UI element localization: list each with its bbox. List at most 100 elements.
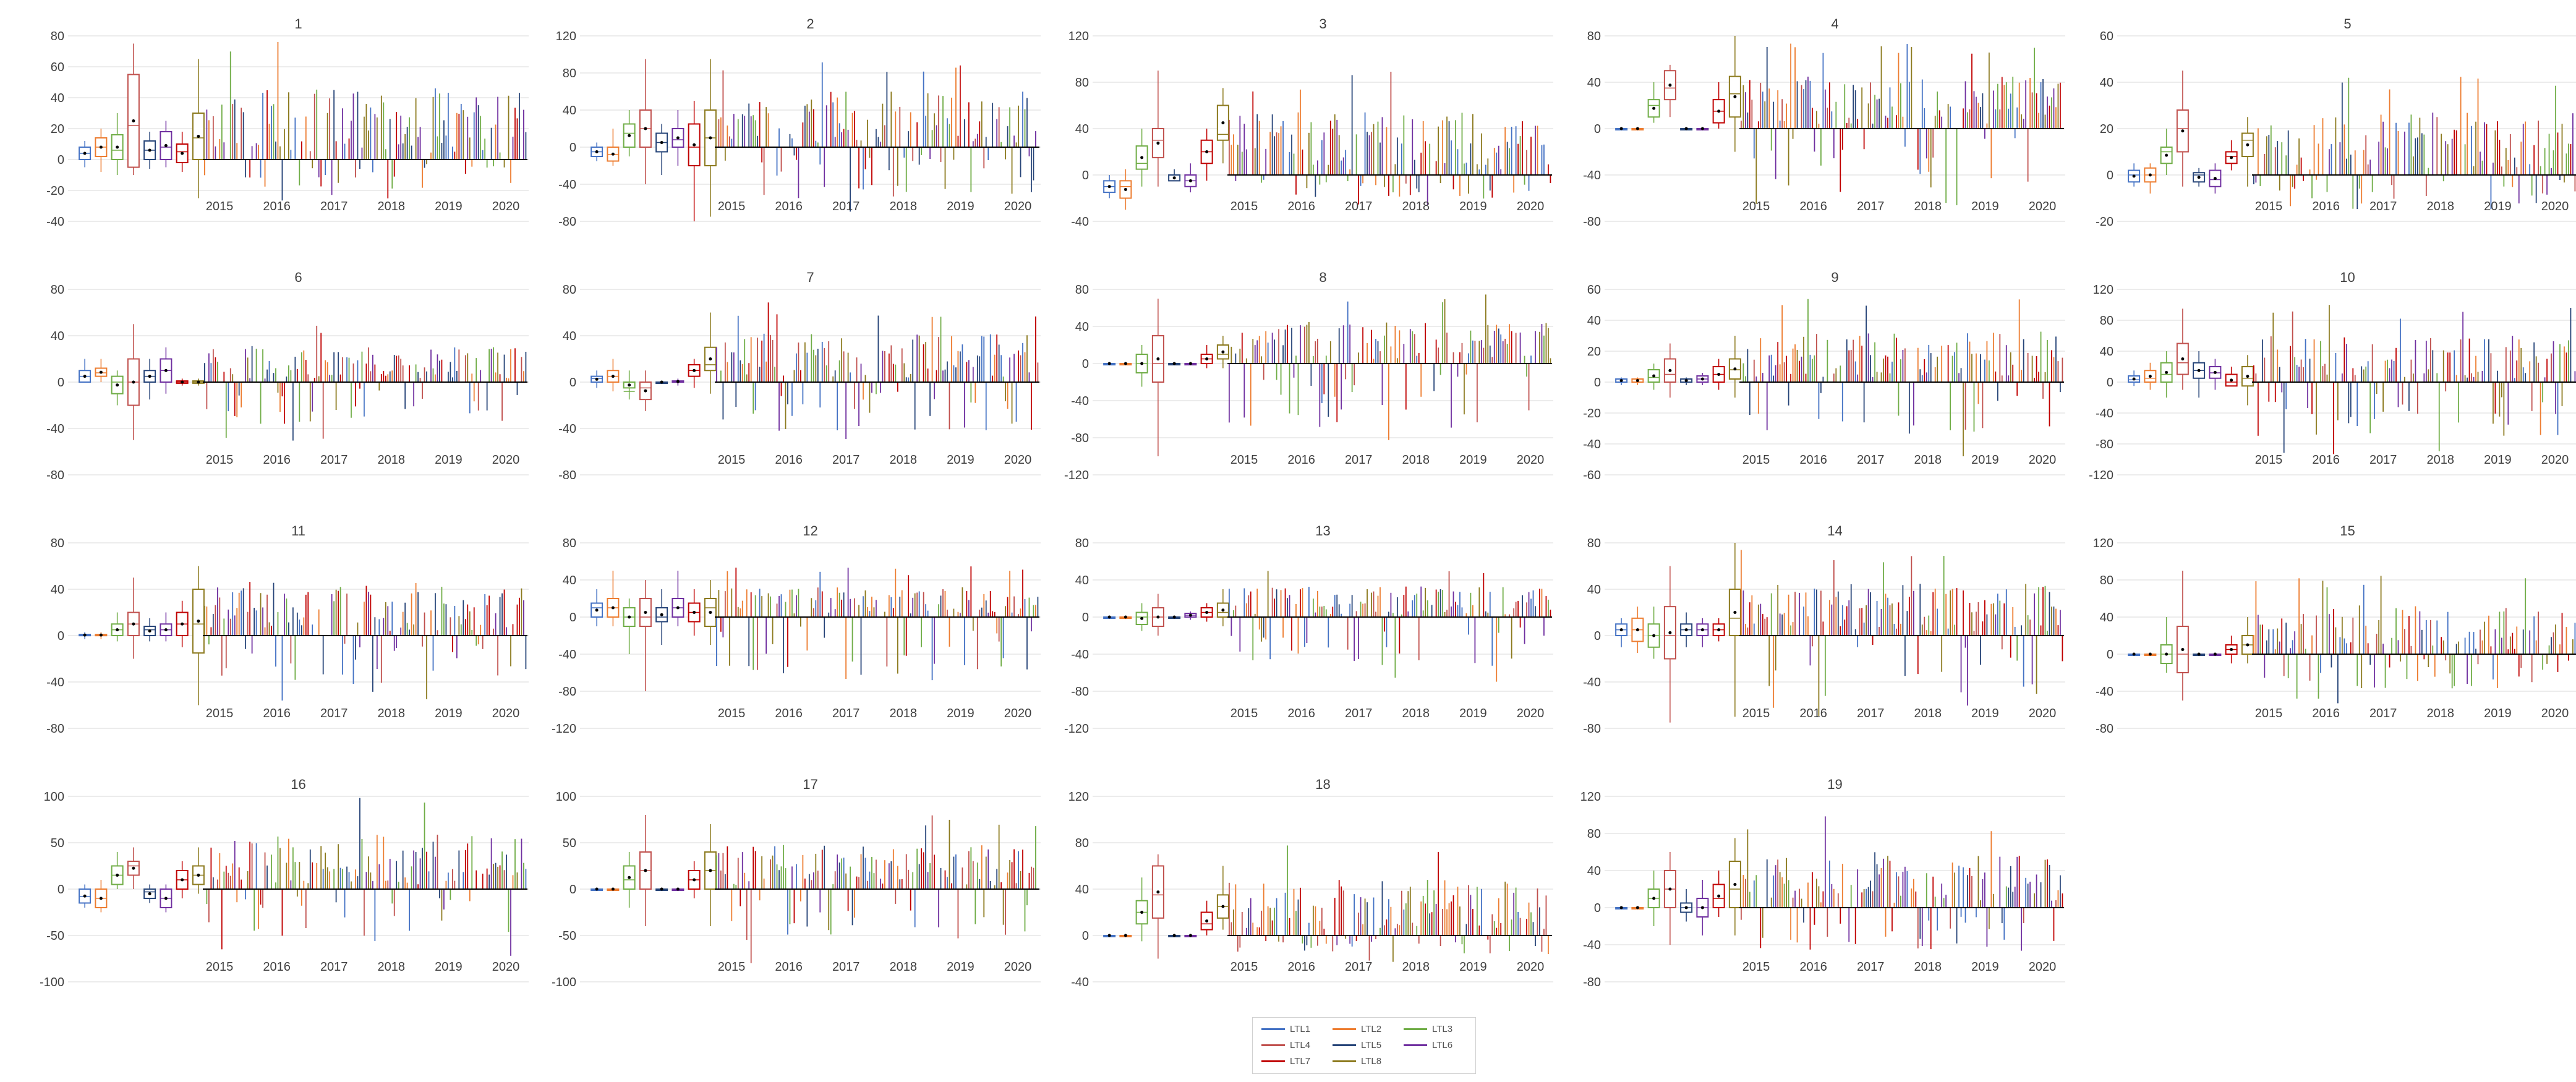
bar-LTL5 [1381,881,1383,935]
box-mean-marker [1124,615,1127,619]
y-tick-label: -40 [1071,648,1089,662]
bar-LTL3 [1770,593,1772,636]
bar-LTL2 [1394,325,1396,364]
box-mean-marker [1619,379,1623,382]
bar-LTL8 [1792,129,1794,139]
bar-LTL1 [1403,909,1405,935]
bar-LTL7 [905,617,907,656]
bar-LTL7 [225,866,227,889]
bar-LTL5 [2361,366,2363,382]
bar-LTL4 [1816,334,1817,382]
bar-LTL1 [1018,851,1019,889]
bar-LTL8 [2449,654,2451,674]
box-mean-marker [181,151,184,155]
bar-LTL2 [422,160,423,188]
bar-LTL2 [949,617,950,647]
bar-LTL4 [957,889,959,939]
bar-LTL7 [783,375,784,382]
bar-LTL5 [985,137,987,147]
x-tick-label: 2020 [1517,960,1545,974]
bar-LTL1 [454,347,456,382]
bar-LTL7 [796,147,797,160]
bar-LTL3 [1509,935,1511,952]
bar-LTL1 [1243,588,1245,617]
bar-LTL6 [1420,586,1422,617]
y-tick-label: 120 [2093,537,2113,550]
bar-LTL3 [1433,890,1435,935]
bar-LTL7 [934,854,935,889]
bar-LTL3 [754,120,756,147]
bar-LTL4 [2516,167,2518,175]
bar-LTL2 [951,336,952,382]
bar-LTL8 [2358,605,2360,654]
bar-LTL5 [525,351,527,382]
bar-LTL5 [1367,902,1368,935]
bar-LTL3 [1035,826,1036,889]
bar-LTL2 [1790,908,1791,940]
bar-LTL8 [1011,147,1013,194]
bar-LTL3 [1950,382,1951,430]
bar-LTL1 [1373,897,1375,935]
bar-LTL1 [1489,592,1491,617]
bar-LTL3 [2458,382,2460,423]
bar-LTL4 [232,104,234,160]
bar-LTL6 [2382,121,2384,175]
bar-LTL1 [716,617,717,667]
bar-LTL4 [976,617,978,670]
bar-LTL6 [318,160,320,177]
bar-LTL5 [979,356,981,382]
bar-LTL8 [469,611,471,636]
y-tick-label: -40 [2096,685,2113,699]
bar-LTL8 [761,596,763,617]
bar-LTL5 [2027,884,2029,908]
bar-LTL2 [2311,635,2313,654]
bar-LTL3 [2471,654,2472,686]
bar-LTL5 [463,600,464,636]
bar-LTL5 [1310,364,1312,386]
box-mean-marker [1652,897,1656,900]
bar-LTL2 [510,160,511,183]
box-LTL8 [1728,543,1741,717]
bar-LTL6 [879,142,881,147]
bar-LTL4 [1239,935,1241,948]
bar-LTL6 [262,607,263,636]
bar-LTL5 [783,617,784,673]
box-mean-marker [1205,919,1209,923]
bar-LTL5 [411,145,412,160]
bar-LTL5 [2012,892,2014,908]
bar-LTL8 [1261,617,1263,642]
x-tick-label: 2015 [206,200,234,213]
bar-LTL8 [983,889,985,918]
bar-LTL3 [1988,360,1990,382]
bar-LTL2 [2344,124,2345,175]
bar-LTL2 [303,350,305,382]
box-LTL8 [192,378,205,386]
bar-LTL3 [1355,134,1357,175]
bar-LTL1 [908,377,910,382]
bar-LTL6 [1883,858,1884,908]
x-tick-label: 2017 [832,960,860,974]
y-tick-label: -50 [46,929,64,943]
bar-LTL2 [766,361,767,382]
x-tick-label: 2016 [775,707,803,720]
bar-LTL7 [864,147,866,169]
box-LTL3 [623,852,636,908]
bar-LTL7 [871,147,872,185]
bar-LTL1 [294,117,296,160]
bar-LTL6 [435,856,436,889]
bar-LTL1 [2320,654,2321,673]
y-tick-label: -80 [2096,438,2113,451]
bar-LTL5 [912,339,914,382]
bar-LTL2 [1280,590,1282,617]
box-mean-marker [595,608,599,612]
bar-LTL8 [867,119,868,147]
bar-LTL4 [1526,602,1527,617]
bar-LTL4 [1033,867,1034,889]
bar-LTL3 [753,115,754,147]
bar-LTL7 [1995,371,1997,382]
bar-LTL6 [2031,636,2033,684]
box-LTL8 [1216,336,1229,368]
bar-LTL5 [824,617,825,638]
bar-LTL6 [400,115,402,160]
